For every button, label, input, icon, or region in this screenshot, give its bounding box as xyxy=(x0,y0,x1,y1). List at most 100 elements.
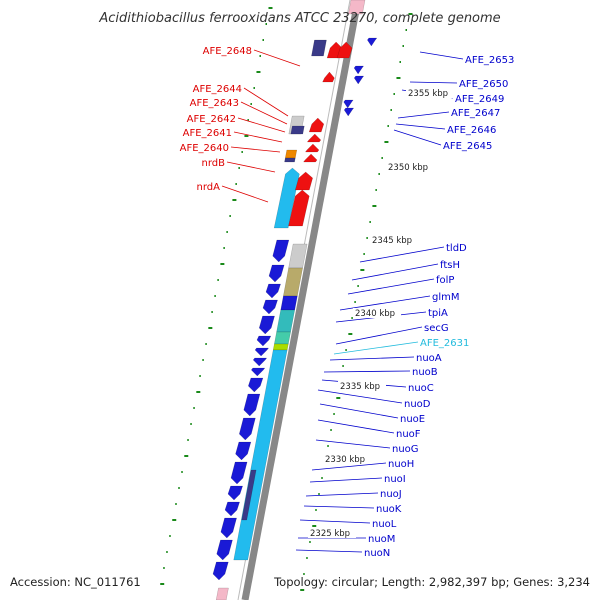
label-leader-lines xyxy=(221,49,464,553)
leader-line xyxy=(243,87,289,117)
gene-label[interactable]: nuoF xyxy=(396,429,421,440)
gene-label[interactable]: nuoM xyxy=(368,534,395,545)
leader-line xyxy=(339,295,431,311)
gene-label[interactable]: AFE_2640 xyxy=(180,143,229,154)
gene-features xyxy=(212,0,378,600)
gene-label[interactable]: ftsH xyxy=(440,260,460,271)
scale-label: 2330 kbp xyxy=(325,455,365,465)
gene-feature xyxy=(220,517,237,539)
scale-labels: 2355 kbp 2350 kbp 2345 kbp 2340 kbp 2335 kbp… xyxy=(308,88,454,539)
gene-feature xyxy=(272,343,289,351)
gene-feature xyxy=(235,441,252,461)
leader-line xyxy=(237,117,286,133)
gene-label[interactable]: tpiA xyxy=(428,308,448,319)
backbone-line xyxy=(241,0,362,600)
gene-label[interactable]: nuoD xyxy=(404,399,431,410)
leader-line xyxy=(233,131,283,143)
scale-label-bg xyxy=(323,454,371,464)
gene-feature xyxy=(272,239,290,263)
gene-feature xyxy=(254,347,270,357)
leader-line xyxy=(317,419,395,434)
gene-label[interactable]: nuoG xyxy=(392,444,419,455)
gene-label[interactable]: nuoL xyxy=(372,519,397,530)
gene-feature xyxy=(268,264,285,283)
leader-line xyxy=(319,403,399,419)
scale-label-bg xyxy=(308,528,356,538)
gene-feature xyxy=(367,37,378,47)
leader-line xyxy=(315,439,391,449)
scale-label: 2335 kbp xyxy=(340,382,380,392)
gene-label[interactable]: AFE_2653 xyxy=(465,55,514,66)
gene-feature xyxy=(250,367,266,377)
gene-feature xyxy=(227,485,243,501)
gene-label[interactable]: nuoI xyxy=(384,474,406,485)
gene-feature xyxy=(265,283,281,299)
gene-label[interactable]: nrdB xyxy=(202,158,226,169)
leader-line xyxy=(240,101,288,125)
gene-label[interactable]: nuoB xyxy=(412,367,438,378)
leader-line xyxy=(393,129,442,146)
gene-label[interactable]: nuoH xyxy=(388,459,414,470)
topology-text: Topology: circular; Length: 2,982,397 bp… xyxy=(273,575,590,589)
leader-line xyxy=(317,389,403,404)
leader-line xyxy=(303,505,375,509)
accession-text: Accession: NC_011761 xyxy=(10,575,141,589)
gene-label[interactable]: nrdA xyxy=(197,182,221,193)
scale-label-bg xyxy=(353,308,401,318)
gene-feature xyxy=(252,357,268,367)
leader-line xyxy=(299,519,371,524)
gene-label[interactable]: AFE_2643 xyxy=(190,98,239,109)
leader-line xyxy=(395,123,446,130)
scale-label: 2350 kbp xyxy=(388,163,428,173)
gene-feature xyxy=(303,153,318,163)
gene-label[interactable]: nuoJ xyxy=(380,489,402,500)
gene-feature xyxy=(243,393,261,417)
gene-label[interactable]: folP xyxy=(436,275,454,286)
gene-feature xyxy=(348,0,366,15)
gene-label[interactable]: AFE_2648 xyxy=(203,46,252,57)
leader-line xyxy=(419,51,464,60)
gene-feature xyxy=(308,117,325,133)
gene-label[interactable]: nuoK xyxy=(376,504,402,515)
gene-label[interactable]: secG xyxy=(424,323,449,334)
scale-label-bg xyxy=(406,88,454,98)
gene-label[interactable]: AFE_2631 xyxy=(420,338,469,349)
gene-label[interactable]: AFE_2644 xyxy=(193,84,242,95)
gene-label[interactable]: AFE_2642 xyxy=(187,114,236,125)
gene-label[interactable]: nuoA xyxy=(416,353,442,364)
gene-label[interactable]: AFE_2646 xyxy=(447,125,496,136)
leader-line xyxy=(311,462,387,471)
gene-feature xyxy=(215,587,229,600)
gene-label[interactable]: AFE_2649 xyxy=(455,94,504,105)
gene-feature xyxy=(212,561,229,581)
gene-feature xyxy=(276,309,296,333)
gene-feature xyxy=(216,539,233,561)
gene-label[interactable]: tldD xyxy=(446,243,467,254)
scale-label: 2345 kbp xyxy=(372,236,412,246)
gene-feature xyxy=(284,157,296,163)
gene-label[interactable]: glmM xyxy=(432,292,460,303)
leader-line xyxy=(295,549,363,553)
gene-label[interactable]: AFE_2650 xyxy=(459,79,508,90)
gene-label[interactable]: nuoE xyxy=(400,414,425,425)
gene-label[interactable]: AFE_2647 xyxy=(451,108,500,119)
leader-line xyxy=(305,492,379,497)
gene-label[interactable]: nuoN xyxy=(364,548,390,559)
gene-label[interactable]: AFE_2641 xyxy=(183,128,232,139)
leader-line xyxy=(226,161,276,173)
gene-feature xyxy=(304,143,320,153)
gene-feature xyxy=(224,501,240,517)
map-title: Acidithiobacillus ferrooxidans ATCC 2327… xyxy=(98,11,500,26)
gene-feature xyxy=(343,99,354,109)
gene-feature xyxy=(343,107,355,117)
gene-feature xyxy=(290,125,305,135)
leader-line xyxy=(333,341,419,355)
gene-label[interactable]: AFE_2645 xyxy=(443,141,492,152)
gene-feature xyxy=(239,417,256,441)
leader-line xyxy=(359,246,445,263)
scale-label: 2325 kbp xyxy=(310,529,350,539)
gene-feature xyxy=(262,299,278,315)
gene-label[interactable]: nuoC xyxy=(408,383,434,394)
gene-feature xyxy=(288,189,310,227)
